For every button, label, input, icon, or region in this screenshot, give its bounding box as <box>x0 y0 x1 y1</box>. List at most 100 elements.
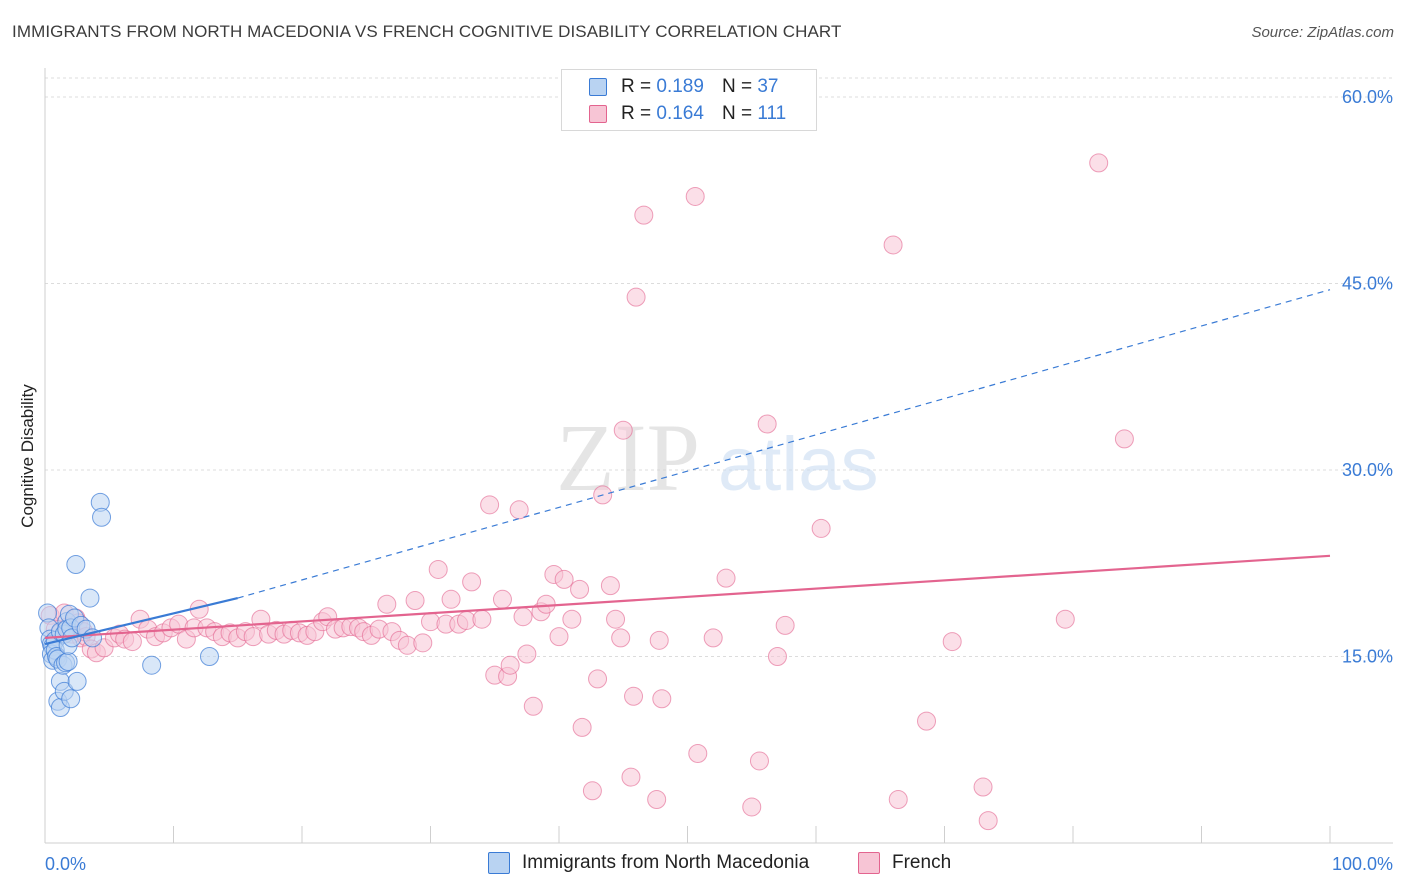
point-french <box>775 615 795 635</box>
y-tick-label: 60.0% <box>1342 87 1393 107</box>
legend-n-label: N = <box>721 76 753 97</box>
point-french <box>472 609 492 629</box>
point-north-macedonia <box>66 554 86 574</box>
point-french <box>978 811 998 831</box>
point-french <box>624 686 644 706</box>
point-french <box>582 781 602 801</box>
legend-n-label: N = <box>721 103 753 124</box>
trend-line-north-macedonia <box>44 596 239 646</box>
legend-r-label: R = <box>621 76 652 97</box>
point-french <box>492 589 512 609</box>
point-french <box>767 647 787 666</box>
point-french <box>716 568 736 588</box>
legend-r-value: 0.189 <box>656 76 704 97</box>
y-tick-label: 30.0% <box>1342 460 1393 480</box>
y-tick-label: 15.0% <box>1342 647 1393 667</box>
point-french <box>405 591 425 611</box>
point-french <box>685 186 705 206</box>
bottom-legend-swatch-blue <box>488 852 510 874</box>
point-french <box>973 777 993 797</box>
point-french <box>621 767 641 787</box>
point-french <box>606 609 626 629</box>
point-french <box>749 751 769 771</box>
point-french <box>1055 609 1075 629</box>
legend-row-blue: R = 0.189 N = 37 <box>562 73 778 101</box>
point-north-macedonia <box>199 647 219 666</box>
legend-r-value: 0.164 <box>656 103 704 124</box>
point-north-macedonia <box>142 655 162 675</box>
point-french <box>703 628 723 648</box>
point-french <box>441 589 461 609</box>
point-french <box>600 576 620 596</box>
point-north-macedonia <box>67 671 87 691</box>
bottom-legend-item-north-macedonia: Immigrants from North Macedonia <box>488 852 809 874</box>
point-north-macedonia <box>58 651 78 671</box>
point-french <box>942 632 962 652</box>
point-french <box>513 607 533 627</box>
point-french <box>647 789 667 809</box>
trend-line-north-macedonia-extension <box>237 289 1331 599</box>
watermark-zip: ZIP <box>556 404 700 511</box>
point-french <box>377 594 397 614</box>
point-french <box>549 627 569 647</box>
point-french <box>562 609 582 629</box>
point-french <box>742 797 762 817</box>
point-north-macedonia <box>80 588 100 608</box>
series-north-macedonia-points <box>38 492 219 717</box>
point-french <box>572 717 592 737</box>
legend: R = 0.189 N = 37 R = 0.164 N = 111 <box>561 69 817 131</box>
trend-lines <box>44 289 1331 646</box>
point-french <box>811 518 831 538</box>
point-french <box>509 500 529 520</box>
y-tick-label: 45.0% <box>1342 274 1393 294</box>
axes <box>44 68 1393 844</box>
point-french <box>883 235 903 255</box>
x-tick-label: 100.0% <box>1332 854 1393 874</box>
point-french <box>517 644 537 664</box>
trend-line-french <box>44 554 1331 639</box>
point-french <box>428 559 448 579</box>
point-french <box>554 569 574 589</box>
legend-n-value: 37 <box>757 76 779 97</box>
watermark-atlas: atlas <box>718 422 879 507</box>
point-french <box>536 594 556 614</box>
point-french <box>122 632 142 652</box>
tick-labels: 15.0% 30.0% 45.0% 60.0% 0.0% 100.0% <box>45 87 1393 874</box>
series-french-points <box>40 153 1134 831</box>
legend-row-pink: R = 0.164 N = 111 <box>562 100 786 128</box>
point-french <box>570 579 590 599</box>
point-french <box>462 572 482 592</box>
point-french <box>613 420 633 440</box>
point-french <box>888 789 908 809</box>
bottom-legend-swatch-pink <box>858 852 880 874</box>
point-french <box>588 669 608 689</box>
point-french <box>917 711 937 731</box>
source-label: Source: ZipAtlas.com <box>1251 24 1394 41</box>
bottom-legend-label: Immigrants from North Macedonia <box>522 852 810 873</box>
legend-swatch-pink <box>589 105 607 123</box>
point-french <box>500 655 520 675</box>
watermark: ZIP atlas <box>556 404 879 511</box>
gridlines <box>45 77 1393 657</box>
point-french <box>634 205 654 225</box>
point-french <box>1089 153 1109 173</box>
bottom-legend: Immigrants from North Macedonia French <box>0 852 1406 878</box>
point-french <box>611 628 631 648</box>
point-french <box>626 287 646 307</box>
point-french <box>688 743 708 763</box>
point-north-macedonia <box>92 507 112 527</box>
point-french <box>413 633 433 653</box>
point-french <box>757 414 777 434</box>
point-french <box>523 696 543 716</box>
point-french <box>1114 429 1134 449</box>
point-french <box>480 495 500 515</box>
bottom-legend-label: French <box>892 852 952 873</box>
point-french <box>649 630 669 650</box>
x-tick-label: 0.0% <box>45 854 86 874</box>
legend-swatch-blue <box>589 78 607 96</box>
legend-r-label: R = <box>621 103 652 124</box>
point-north-macedonia <box>61 689 81 709</box>
bottom-legend-item-french: French <box>858 852 951 874</box>
chart-title: IMMIGRANTS FROM NORTH MACEDONIA VS FRENC… <box>12 22 842 41</box>
